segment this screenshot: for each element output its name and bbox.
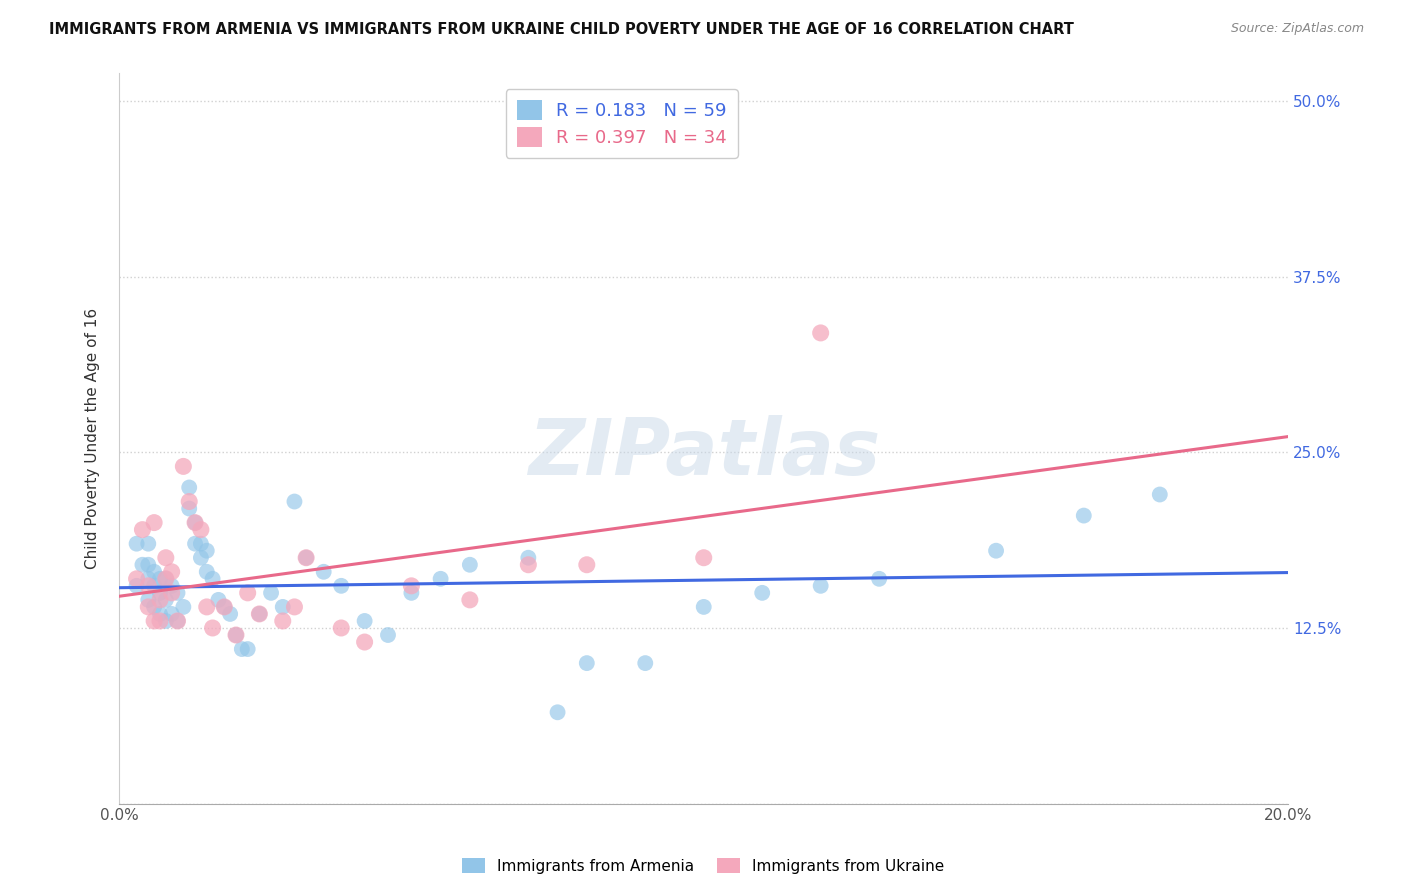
Legend: R = 0.183   N = 59, R = 0.397   N = 34: R = 0.183 N = 59, R = 0.397 N = 34 [506,89,738,158]
Point [984,543,1007,558]
Point [125,572,148,586]
Point [547,706,569,720]
Point [247,607,270,621]
Point [283,494,305,508]
Point [131,558,153,572]
Point [236,586,259,600]
Point [868,572,890,586]
Point [575,558,598,572]
Point [214,599,236,614]
Point [155,593,177,607]
Point [143,516,166,530]
Point [401,586,423,600]
Point [160,579,183,593]
Point [155,550,177,565]
Point [458,593,481,607]
Point [166,614,188,628]
Point [810,579,832,593]
Point [271,599,294,614]
Point [295,550,318,565]
Point [295,550,318,565]
Point [179,494,201,508]
Point [247,607,270,621]
Point [160,607,183,621]
Point [429,572,451,586]
Point [353,614,375,628]
Point [136,599,159,614]
Text: Source: ZipAtlas.com: Source: ZipAtlas.com [1230,22,1364,36]
Point [190,537,212,551]
Point [179,501,201,516]
Point [207,593,229,607]
Point [458,558,481,572]
Point [1073,508,1095,523]
Point [184,516,207,530]
Point [125,537,148,551]
Point [149,593,172,607]
Point [149,586,172,600]
Point [131,523,153,537]
Point [517,558,540,572]
Point [195,543,218,558]
Point [143,614,166,628]
Point [155,614,177,628]
Point [190,523,212,537]
Point [693,550,716,565]
Point [179,480,201,494]
Point [149,607,172,621]
Point [166,614,188,628]
Point [143,565,166,579]
Point [201,621,224,635]
Point [283,599,305,614]
Y-axis label: Child Poverty Under the Age of 16: Child Poverty Under the Age of 16 [86,308,100,569]
Point [184,516,207,530]
Point [160,565,183,579]
Point [634,656,657,670]
Point [260,586,283,600]
Point [401,579,423,593]
Point [214,599,236,614]
Point [190,550,212,565]
Point [517,550,540,565]
Point [155,572,177,586]
Point [195,565,218,579]
Point [201,572,224,586]
Point [236,642,259,657]
Point [136,593,159,607]
Point [136,572,159,586]
Point [160,586,183,600]
Text: ZIPatlas: ZIPatlas [527,415,880,491]
Point [231,642,253,657]
Point [143,579,166,593]
Point [575,656,598,670]
Legend: Immigrants from Armenia, Immigrants from Ukraine: Immigrants from Armenia, Immigrants from… [456,852,950,880]
Point [149,614,172,628]
Point [155,572,177,586]
Point [693,599,716,614]
Point [330,579,353,593]
Point [172,459,194,474]
Point [143,599,166,614]
Point [330,621,353,635]
Point [225,628,247,642]
Point [136,537,159,551]
Point [271,614,294,628]
Point [166,586,188,600]
Point [810,326,832,340]
Point [219,607,242,621]
Text: IMMIGRANTS FROM ARMENIA VS IMMIGRANTS FROM UKRAINE CHILD POVERTY UNDER THE AGE O: IMMIGRANTS FROM ARMENIA VS IMMIGRANTS FR… [49,22,1074,37]
Point [377,628,399,642]
Point [136,558,159,572]
Point [172,599,194,614]
Point [312,565,335,579]
Point [225,628,247,642]
Point [136,579,159,593]
Point [353,635,375,649]
Point [184,537,207,551]
Point [751,586,773,600]
Point [149,572,172,586]
Point [195,599,218,614]
Point [125,579,148,593]
Point [1149,487,1171,501]
